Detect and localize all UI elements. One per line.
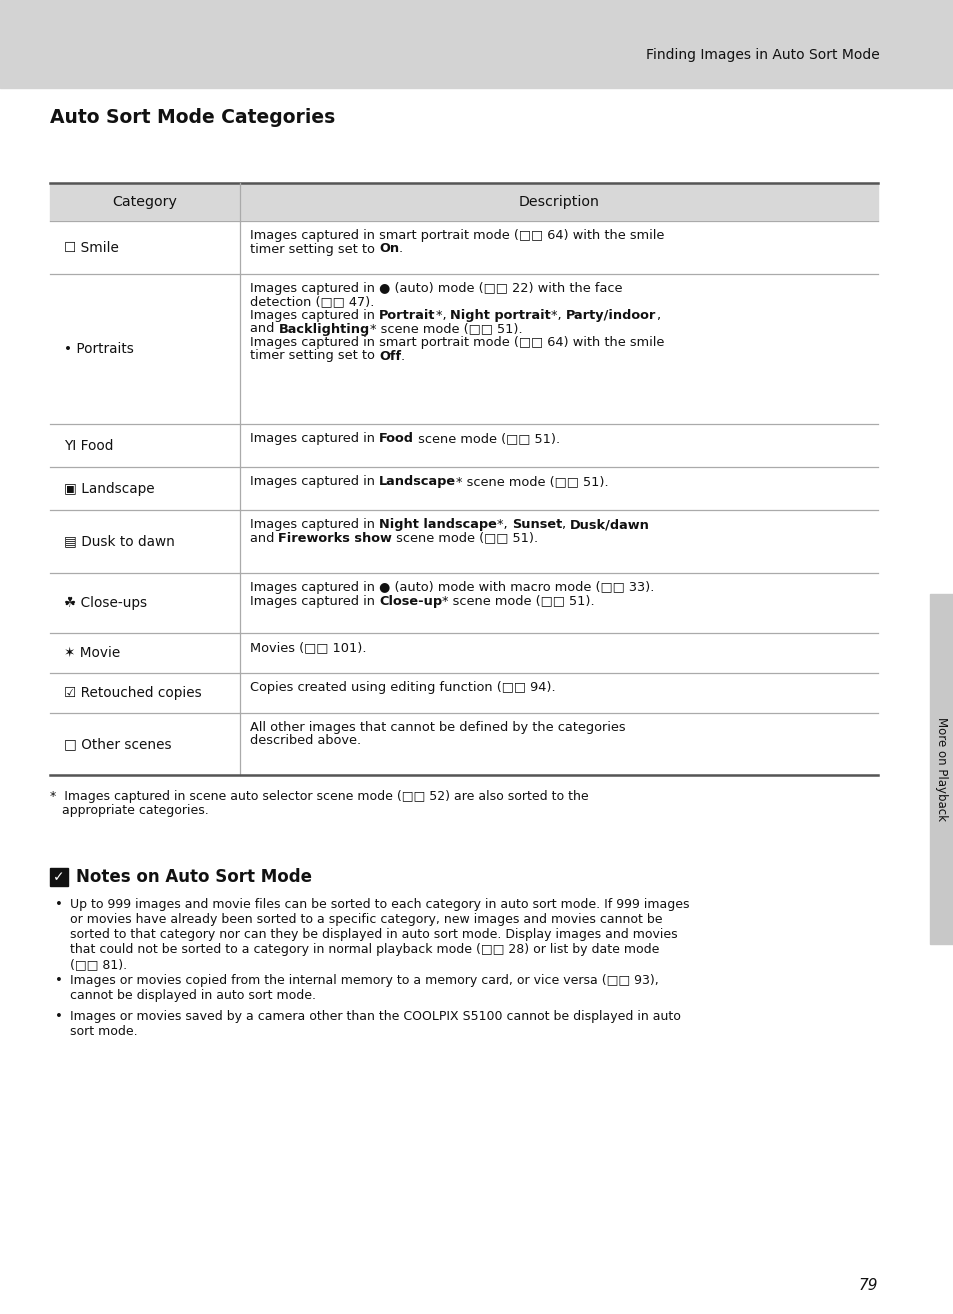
Text: *,: *, [551, 309, 565, 322]
Text: More on Playback: More on Playback [935, 717, 947, 821]
Text: Images captured in: Images captured in [250, 474, 378, 487]
Bar [50, 275, 877, 424]
Text: All other images that cannot be defined by the categories: All other images that cannot be defined … [250, 721, 625, 735]
Text: •: • [55, 897, 63, 911]
Text: Images captured in: Images captured in [250, 518, 378, 531]
Text: Up to 999 images and movie files can be sorted to each category in auto sort mod: Up to 999 images and movie files can be … [70, 897, 689, 971]
Text: Images captured in: Images captured in [250, 432, 378, 445]
Text: YI Food: YI Food [64, 439, 113, 452]
Text: described above.: described above. [250, 735, 361, 748]
Text: and: and [250, 322, 278, 335]
Text: Images captured in smart portrait mode (□□ 64) with the smile: Images captured in smart portrait mode (… [250, 229, 663, 242]
Text: Night portrait: Night portrait [450, 309, 551, 322]
Text: 79: 79 [858, 1279, 877, 1293]
Text: ☐ Smile: ☐ Smile [64, 240, 119, 255]
Text: On: On [378, 243, 398, 255]
Text: Images or movies saved by a camera other than the COOLPIX S5100 cannot be displa: Images or movies saved by a camera other… [70, 1010, 680, 1038]
Text: ☘ Close-ups: ☘ Close-ups [64, 597, 147, 610]
Text: ▣ Landscape: ▣ Landscape [64, 481, 154, 495]
Text: .: . [400, 350, 405, 363]
Text: timer setting set to: timer setting set to [250, 243, 378, 255]
Text: Images captured in ● (auto) mode (□□ 22) with the face: Images captured in ● (auto) mode (□□ 22)… [250, 283, 622, 296]
Text: Images captured in ● (auto) mode with macro mode (□□ 33).: Images captured in ● (auto) mode with ma… [250, 581, 654, 594]
Text: Portrait: Portrait [378, 309, 436, 322]
Bar [50, 673, 877, 714]
Bar [50, 869, 68, 886]
Text: Category: Category [112, 194, 177, 209]
Text: ✶ Movie: ✶ Movie [64, 646, 120, 660]
Text: Description: Description [518, 194, 598, 209]
Text: Backlighting: Backlighting [278, 322, 370, 335]
Text: □ Other scenes: □ Other scenes [64, 737, 172, 752]
Bar [50, 573, 877, 633]
Text: timer setting set to: timer setting set to [250, 350, 378, 363]
Bar [50, 424, 877, 466]
Text: *,: *, [497, 518, 511, 531]
Bar [50, 221, 877, 275]
Text: ,: , [656, 309, 659, 322]
Text: •: • [55, 974, 63, 987]
Text: Images captured in: Images captured in [250, 309, 378, 322]
Text: ,: , [561, 518, 570, 531]
Text: Finding Images in Auto Sort Mode: Finding Images in Auto Sort Mode [645, 47, 879, 62]
Text: ▤ Dusk to dawn: ▤ Dusk to dawn [64, 535, 174, 548]
Text: and: and [250, 531, 278, 544]
Text: Fireworks show: Fireworks show [278, 531, 392, 544]
Bar [0, 0, 953, 88]
Text: scene mode (□□ 51).: scene mode (□□ 51). [392, 531, 537, 544]
Bar [50, 466, 877, 510]
Text: * scene mode (□□ 51).: * scene mode (□□ 51). [442, 594, 595, 607]
Bar [50, 510, 877, 573]
Text: ✓: ✓ [53, 870, 65, 884]
Text: detection (□□ 47).: detection (□□ 47). [250, 296, 374, 309]
Text: Off: Off [378, 350, 400, 363]
Text: *,: *, [436, 309, 450, 322]
Text: Copies created using editing function (□□ 94).: Copies created using editing function (□… [250, 681, 555, 694]
Text: Food: Food [378, 432, 414, 445]
Text: scene mode (□□ 51).: scene mode (□□ 51). [414, 432, 559, 445]
Text: Images or movies copied from the internal memory to a memory card, or vice versa: Images or movies copied from the interna… [70, 974, 659, 1003]
Text: Dusk/dawn: Dusk/dawn [570, 518, 649, 531]
Text: .: . [398, 243, 403, 255]
Text: Notes on Auto Sort Mode: Notes on Auto Sort Mode [76, 869, 312, 886]
Text: Close-up: Close-up [378, 594, 442, 607]
Text: Night landscape: Night landscape [378, 518, 497, 531]
Bar [50, 183, 877, 221]
Text: Images captured in: Images captured in [250, 594, 378, 607]
Text: Images captured in smart portrait mode (□□ 64) with the smile: Images captured in smart portrait mode (… [250, 336, 663, 350]
Text: Party/indoor: Party/indoor [565, 309, 656, 322]
Text: Movies (□□ 101).: Movies (□□ 101). [250, 641, 366, 654]
Text: • Portraits: • Portraits [64, 342, 133, 356]
Text: Landscape: Landscape [378, 474, 456, 487]
Text: appropriate categories.: appropriate categories. [50, 804, 209, 817]
Text: * scene mode (□□ 51).: * scene mode (□□ 51). [456, 474, 608, 487]
Bar [50, 714, 877, 775]
Text: * scene mode (□□ 51).: * scene mode (□□ 51). [370, 322, 522, 335]
Bar [50, 633, 877, 673]
Bar [929, 594, 953, 943]
Text: •: • [55, 1010, 63, 1024]
Text: Auto Sort Mode Categories: Auto Sort Mode Categories [50, 108, 335, 127]
Text: *  Images captured in scene auto selector scene mode (□□ 52) are also sorted to : * Images captured in scene auto selector… [50, 790, 588, 803]
Text: Sunset: Sunset [511, 518, 561, 531]
Text: ☑ Retouched copies: ☑ Retouched copies [64, 686, 201, 700]
